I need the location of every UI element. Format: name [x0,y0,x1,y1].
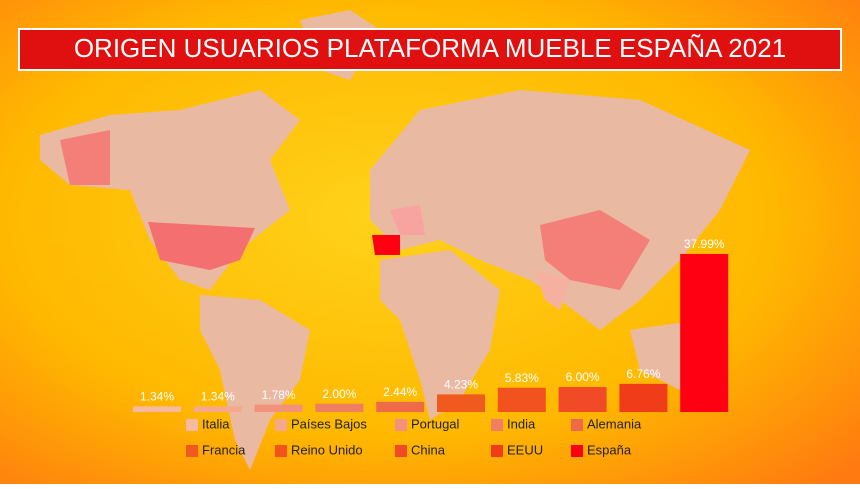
value-label: 6.76% [626,367,660,381]
bar [437,394,485,412]
bar [315,403,364,412]
legend-label: Reino Unido [291,442,363,457]
title-box [18,28,842,71]
value-label: 4.23% [444,378,478,392]
value-label: 1.34% [140,390,174,404]
legend-label: Francia [202,442,246,457]
value-label: 1.78% [262,388,296,402]
bar [680,253,729,412]
legend-swatch [571,419,583,431]
legend-label: India [507,416,536,431]
value-label: 6.00% [566,370,600,384]
bar [254,404,303,412]
legend-swatch [186,419,198,431]
bar [133,406,181,412]
value-label: 2.44% [383,385,417,399]
value-label: 1.34% [201,390,235,404]
legend-swatch [571,445,583,457]
legend-swatch [275,419,287,431]
legend-swatch [186,445,198,457]
bar [497,387,546,412]
value-label: 37.99% [684,237,725,251]
legend-swatch [491,419,503,431]
bar [376,401,425,412]
legend-label: Países Bajos [291,416,367,431]
highlighted-countries [60,130,650,310]
legend-label: EEUU [507,442,543,457]
legend-label: China [411,442,446,457]
legend-swatch [395,419,407,431]
bar [193,406,242,412]
legend-label: España [587,442,632,457]
legend-swatch [395,445,407,457]
legend-swatch [275,445,287,457]
chart-title: ORIGEN USUARIOS PLATAFORMA MUEBLE ESPAÑA… [74,33,786,63]
value-label: 5.83% [505,371,539,385]
legend-label: Portugal [411,416,460,431]
legend-swatch [491,445,503,457]
bar [558,387,607,412]
legend-label: Alemania [587,416,642,431]
legend-label: Italia [202,416,230,431]
value-label: 2.00% [322,387,356,401]
bar [619,383,668,412]
